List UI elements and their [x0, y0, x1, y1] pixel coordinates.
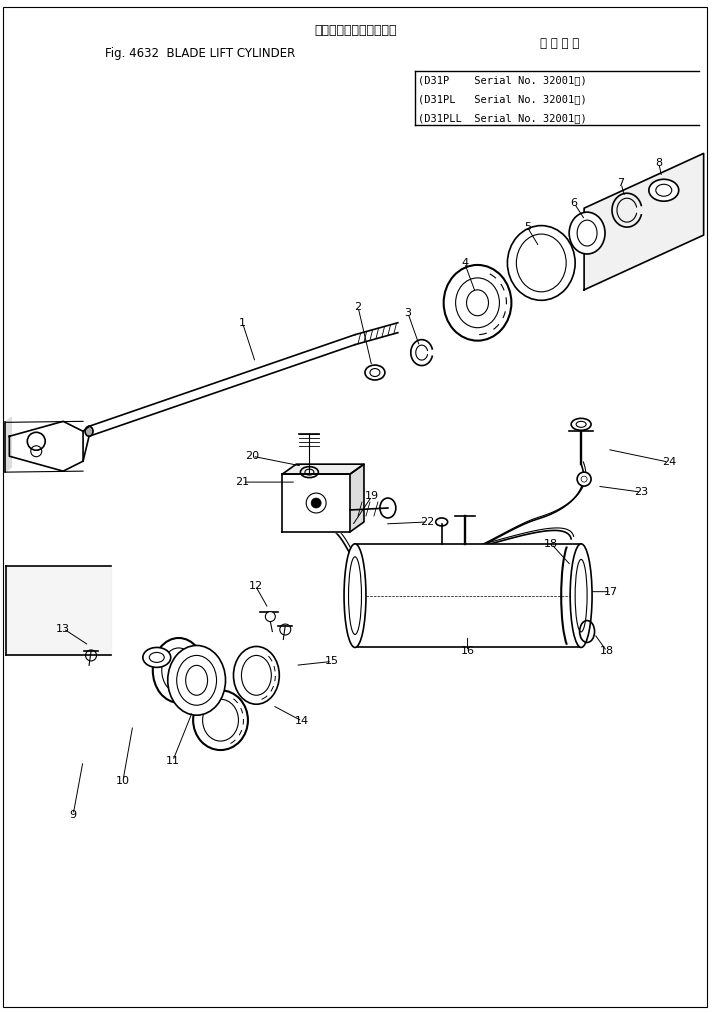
Ellipse shape	[168, 646, 226, 715]
Text: (D31PL   Serial No. 32001～): (D31PL Serial No. 32001～)	[418, 94, 587, 104]
Text: 23: 23	[634, 487, 648, 497]
Text: (D31P    Serial No. 32001～): (D31P Serial No. 32001～)	[418, 75, 587, 85]
Text: 19: 19	[365, 491, 379, 501]
Text: 10: 10	[116, 776, 130, 786]
Polygon shape	[9, 422, 83, 472]
Ellipse shape	[649, 179, 679, 201]
Polygon shape	[6, 418, 11, 473]
Text: 9: 9	[70, 810, 77, 819]
Text: 13: 13	[56, 624, 70, 634]
Text: 7: 7	[617, 178, 624, 189]
Text: 20: 20	[246, 451, 259, 461]
Ellipse shape	[193, 691, 248, 750]
Polygon shape	[350, 464, 364, 532]
Text: Fig. 4632  BLADE LIFT CYLINDER: Fig. 4632 BLADE LIFT CYLINDER	[105, 48, 295, 60]
Ellipse shape	[234, 647, 279, 705]
Text: (D31PLL  Serial No. 32001～): (D31PLL Serial No. 32001～)	[418, 114, 587, 124]
Text: 15: 15	[325, 656, 339, 666]
Polygon shape	[355, 544, 581, 648]
Ellipse shape	[569, 212, 605, 254]
Ellipse shape	[143, 648, 171, 667]
Text: 2: 2	[355, 302, 362, 311]
Text: 16: 16	[461, 647, 475, 656]
Text: 24: 24	[661, 457, 676, 467]
Circle shape	[311, 498, 321, 508]
Text: 4: 4	[461, 258, 468, 268]
Circle shape	[577, 473, 591, 486]
Text: ブレードリフトシリンダ: ブレードリフトシリンダ	[315, 24, 397, 38]
Text: 8: 8	[655, 158, 662, 168]
Polygon shape	[282, 464, 364, 475]
Ellipse shape	[153, 638, 204, 703]
Ellipse shape	[570, 544, 592, 648]
Text: 21: 21	[236, 478, 249, 487]
Text: 18: 18	[544, 538, 558, 549]
Text: 12: 12	[248, 581, 263, 591]
Text: 22: 22	[421, 517, 435, 527]
Polygon shape	[282, 475, 350, 532]
Text: 3: 3	[404, 308, 412, 317]
Ellipse shape	[571, 419, 591, 430]
Text: 11: 11	[166, 756, 179, 766]
Text: 14: 14	[295, 716, 309, 726]
Ellipse shape	[444, 265, 511, 341]
Text: 17: 17	[604, 587, 618, 596]
Text: 1: 1	[239, 317, 246, 328]
Text: 18: 18	[600, 647, 614, 656]
Text: 6: 6	[570, 198, 577, 208]
Text: 5: 5	[524, 222, 531, 232]
Polygon shape	[584, 153, 703, 290]
Ellipse shape	[344, 544, 366, 648]
Ellipse shape	[365, 365, 385, 380]
Ellipse shape	[508, 225, 575, 300]
Circle shape	[266, 611, 276, 622]
Text: 適 用 号 機: 適 用 号 機	[540, 38, 579, 51]
Ellipse shape	[85, 426, 93, 436]
Polygon shape	[6, 566, 111, 655]
